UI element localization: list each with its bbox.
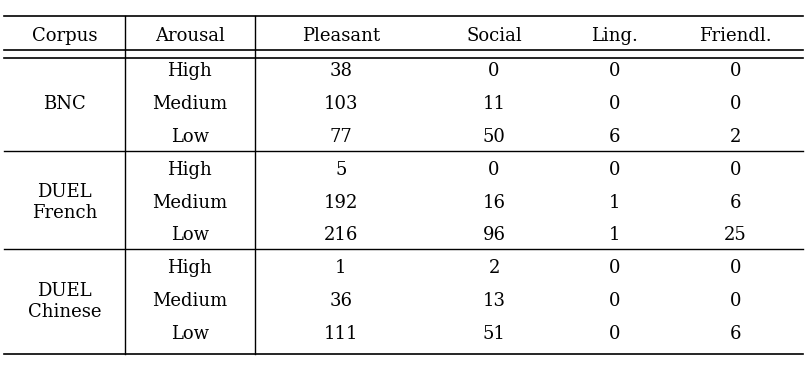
Text: 0: 0	[488, 62, 500, 80]
Text: 5: 5	[335, 161, 346, 179]
Text: Ling.: Ling.	[592, 27, 638, 45]
Text: 36: 36	[329, 292, 353, 310]
Text: Low: Low	[171, 227, 209, 244]
Text: 0: 0	[730, 259, 742, 277]
Text: BNC: BNC	[43, 95, 86, 113]
Text: 38: 38	[329, 62, 353, 80]
Text: High: High	[168, 259, 212, 277]
Text: High: High	[168, 62, 212, 80]
Text: 0: 0	[609, 161, 621, 179]
Text: Pleasant: Pleasant	[302, 27, 380, 45]
Text: 1: 1	[335, 259, 346, 277]
Text: 0: 0	[488, 161, 500, 179]
Text: 0: 0	[609, 95, 621, 113]
Text: DUEL
Chinese: DUEL Chinese	[27, 282, 102, 320]
Text: 50: 50	[483, 128, 505, 146]
Text: Low: Low	[171, 128, 209, 146]
Text: 11: 11	[483, 95, 505, 113]
Text: 6: 6	[730, 194, 742, 212]
Text: 96: 96	[483, 227, 505, 244]
Text: Friendl.: Friendl.	[699, 27, 771, 45]
Text: 0: 0	[609, 62, 621, 80]
Text: 192: 192	[324, 194, 358, 212]
Text: 2: 2	[730, 128, 741, 146]
Text: 6: 6	[730, 325, 742, 343]
Text: Medium: Medium	[153, 292, 228, 310]
Text: 6: 6	[609, 128, 621, 146]
Text: 1: 1	[609, 227, 621, 244]
Text: 0: 0	[730, 161, 742, 179]
Text: DUEL
French: DUEL French	[31, 183, 97, 222]
Text: 0: 0	[609, 259, 621, 277]
Text: 216: 216	[324, 227, 358, 244]
Text: 111: 111	[324, 325, 358, 343]
Text: Social: Social	[466, 27, 522, 45]
Text: 51: 51	[483, 325, 505, 343]
Text: Corpus: Corpus	[31, 27, 98, 45]
Text: 2: 2	[488, 259, 500, 277]
Text: 13: 13	[483, 292, 505, 310]
Text: 25: 25	[724, 227, 747, 244]
Text: 0: 0	[730, 62, 742, 80]
Text: Medium: Medium	[153, 194, 228, 212]
Text: 0: 0	[609, 325, 621, 343]
Text: 16: 16	[483, 194, 505, 212]
Text: 0: 0	[730, 292, 742, 310]
Text: 1: 1	[609, 194, 621, 212]
Text: Low: Low	[171, 325, 209, 343]
Text: High: High	[168, 161, 212, 179]
Text: 0: 0	[609, 292, 621, 310]
Text: Medium: Medium	[153, 95, 228, 113]
Text: 77: 77	[329, 128, 352, 146]
Text: Arousal: Arousal	[155, 27, 225, 45]
Text: 0: 0	[730, 95, 742, 113]
Text: 103: 103	[324, 95, 358, 113]
